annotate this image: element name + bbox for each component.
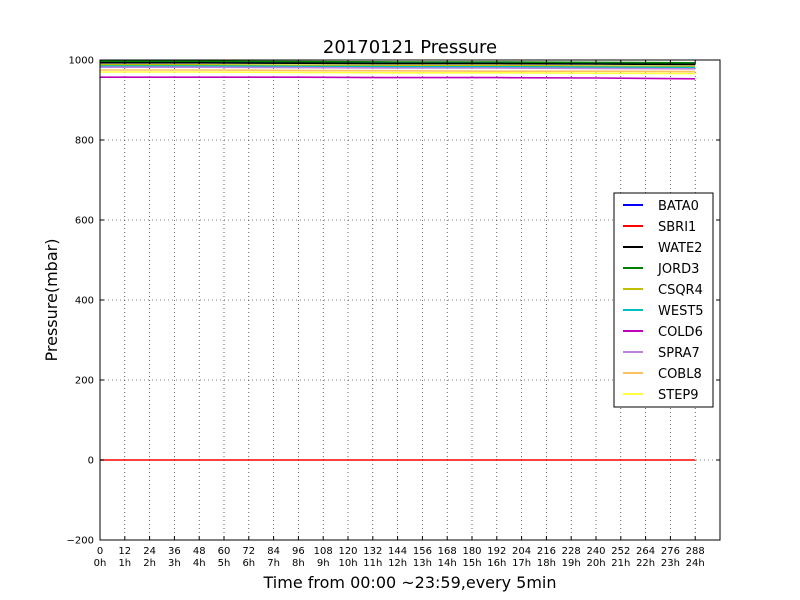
legend-label-wate2: WATE2 <box>658 241 702 256</box>
x-axis-label: Time from 00:00 ~23:59,every 5min <box>263 573 557 592</box>
x-tick-sublabel: 19h <box>562 558 581 569</box>
y-tick-label: 0 <box>88 456 94 467</box>
y-axis-label: Pressure(mbar) <box>42 239 61 362</box>
x-tick-sublabel: 22h <box>636 558 655 569</box>
series-line-cobl8 <box>100 69 696 73</box>
legend-label-cold6: COLD6 <box>658 325 703 340</box>
y-tick-label: −200 <box>67 536 94 547</box>
series-line-west5 <box>100 65 696 69</box>
x-tick-sublabel: 24h <box>686 558 705 569</box>
x-tick-sublabel: 12h <box>388 558 407 569</box>
x-tick-sublabel: 21h <box>611 558 630 569</box>
legend-label-west5: WEST5 <box>658 304 704 319</box>
x-tick-sublabel: 20h <box>586 558 605 569</box>
x-tick-label: 264 <box>636 546 655 557</box>
x-tick-label: 216 <box>537 546 556 557</box>
x-tick-sublabel: 13h <box>413 558 432 569</box>
x-tick-label: 0 <box>97 546 103 557</box>
y-tick-label: 600 <box>75 216 94 227</box>
legend: BATA0 SBRI1 WATE2 JORD3 CSQR4 WEST5 COLD6 SPRA7… <box>613 192 714 408</box>
y-tick-label: 800 <box>75 136 94 147</box>
legend-label-step9: STEP9 <box>658 388 699 403</box>
x-tick-label: 156 <box>413 546 432 557</box>
legend-label-bata0: BATA0 <box>658 199 699 214</box>
x-tick-sublabel: 0h <box>94 558 107 569</box>
x-tick-label: 204 <box>512 546 531 557</box>
series-line-cold6 <box>100 76 696 80</box>
x-tick-sublabel: 10h <box>338 558 357 569</box>
x-tick-label: 36 <box>168 546 181 557</box>
x-tick-label: 144 <box>388 546 407 557</box>
chart-title: 20170121 Pressure <box>323 37 497 58</box>
x-tick-label: 120 <box>338 546 357 557</box>
legend-label-spra7: SPRA7 <box>658 346 700 361</box>
x-tick-sublabel: 5h <box>218 558 231 569</box>
legend-label-sbri1: SBRI1 <box>658 220 696 235</box>
x-tick-label: 72 <box>242 546 255 557</box>
x-tick-label: 228 <box>562 546 581 557</box>
x-tick-label: 276 <box>661 546 680 557</box>
legend-box <box>613 192 714 408</box>
x-tick-label: 240 <box>586 546 605 557</box>
x-tick-sublabel: 23h <box>661 558 680 569</box>
legend-label-csqr4: CSQR4 <box>658 283 703 298</box>
x-tick-label: 132 <box>363 546 382 557</box>
x-tick-sublabel: 2h <box>143 558 156 569</box>
x-tick-sublabel: 6h <box>242 558 255 569</box>
legend-label-cobl8: COBL8 <box>658 367 702 382</box>
x-tick-label: 60 <box>218 546 231 557</box>
x-tick-label: 288 <box>686 546 705 557</box>
series-line-csqr4 <box>100 64 696 68</box>
x-tick-sublabel: 3h <box>168 558 181 569</box>
x-tick-sublabel: 7h <box>267 558 280 569</box>
x-tick-sublabel: 14h <box>438 558 457 569</box>
y-tick-label: 1000 <box>69 56 94 67</box>
x-tick-sublabel: 18h <box>537 558 556 569</box>
x-tick-label: 168 <box>438 546 457 557</box>
x-tick-label: 252 <box>611 546 630 557</box>
legend-label-jord3: JORD3 <box>657 262 699 277</box>
y-tick-label: 400 <box>75 296 94 307</box>
x-tick-label: 180 <box>462 546 481 557</box>
x-tick-label: 12 <box>118 546 131 557</box>
x-tick-sublabel: 4h <box>193 558 206 569</box>
x-tick-sublabel: 9h <box>317 558 330 569</box>
x-tick-sublabel: 17h <box>512 558 531 569</box>
x-tick-label: 108 <box>314 546 333 557</box>
y-tick-label: 200 <box>75 376 94 387</box>
x-tick-sublabel: 15h <box>462 558 481 569</box>
x-tick-label: 96 <box>292 546 305 557</box>
x-tick-label: 48 <box>193 546 206 557</box>
x-tick-sublabel: 1h <box>118 558 131 569</box>
y-axis-ticks: −200 0 200 400 600 800 1000 <box>67 56 720 547</box>
x-tick-sublabel: 16h <box>487 558 506 569</box>
x-tick-label: 84 <box>267 546 280 557</box>
series-line-step9 <box>100 71 696 75</box>
series-line-spra7 <box>100 66 696 70</box>
x-tick-sublabel: 11h <box>363 558 382 569</box>
x-tick-label: 24 <box>143 546 156 557</box>
x-tick-label: 192 <box>487 546 506 557</box>
x-tick-sublabel: 8h <box>292 558 305 569</box>
